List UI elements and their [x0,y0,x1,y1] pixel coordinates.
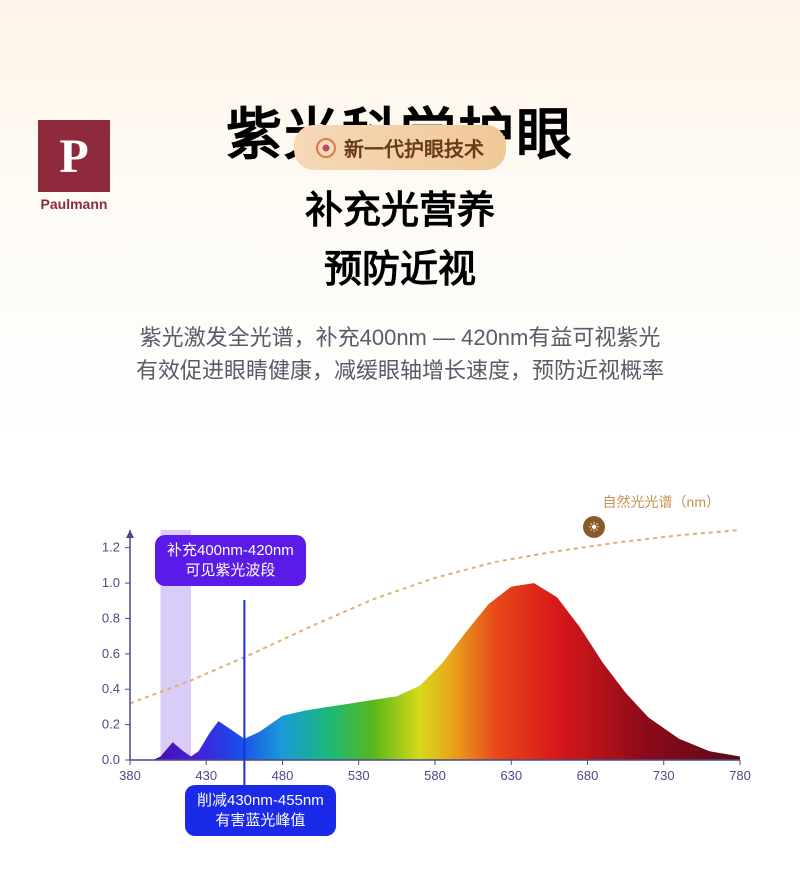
spectrum-chart: 自然光光谱（nm） 补充400nm-420nm 可见紫光波段 削减430nm-4… [80,510,760,830]
svg-text:0.2: 0.2 [102,717,120,732]
callout-purple: 补充400nm-420nm 可见紫光波段 [155,535,306,586]
svg-text:530: 530 [348,768,370,783]
svg-text:430: 430 [195,768,217,783]
tech-badge: 新一代护眼技术 [294,125,506,170]
logo-brand-name: Paulmann [41,196,108,212]
callout-blue-line1: 削减430nm-455nm [197,791,324,811]
svg-text:0.8: 0.8 [102,610,120,625]
svg-text:580: 580 [424,768,446,783]
callout-blue-line2: 有害蓝光峰值 [197,811,324,831]
logo-letter: P [59,129,88,184]
svg-text:780: 780 [729,768,751,783]
svg-text:680: 680 [577,768,599,783]
desc-line-1: 紫光激发全光谱，补充400nm — 420nm有益可视紫光 [0,321,800,354]
natural-light-label: 自然光光谱（nm） [603,492,720,512]
badge-text: 新一代护眼技术 [344,133,484,162]
description: 紫光激发全光谱，补充400nm — 420nm有益可视紫光 有效促进眼睛健康，减… [0,321,800,387]
subtitle-2: 预防近视 [0,238,800,293]
callout-purple-line2: 可见紫光波段 [167,561,294,581]
svg-text:1.0: 1.0 [102,575,120,590]
svg-text:630: 630 [500,768,522,783]
svg-text:0.0: 0.0 [102,752,120,767]
title-block: 紫光科学护眼 补充光营养 预防近视 [0,90,800,293]
sun-icon [583,516,605,538]
svg-text:1.2: 1.2 [102,540,120,555]
svg-text:480: 480 [272,768,294,783]
svg-text:0.6: 0.6 [102,646,120,661]
eye-icon [316,138,336,158]
brand-logo: P Paulmann [30,120,118,212]
callout-purple-line1: 补充400nm-420nm [167,541,294,561]
callout-blue: 削减430nm-455nm 有害蓝光峰值 [185,785,336,836]
desc-line-2: 有效促进眼睛健康，减缓眼轴增长速度，预防近视概率 [0,354,800,387]
subtitle-1: 补充光营养 [0,179,800,234]
svg-text:730: 730 [653,768,675,783]
svg-text:0.4: 0.4 [102,681,120,696]
svg-text:380: 380 [119,768,141,783]
logo-box: P [38,120,110,192]
